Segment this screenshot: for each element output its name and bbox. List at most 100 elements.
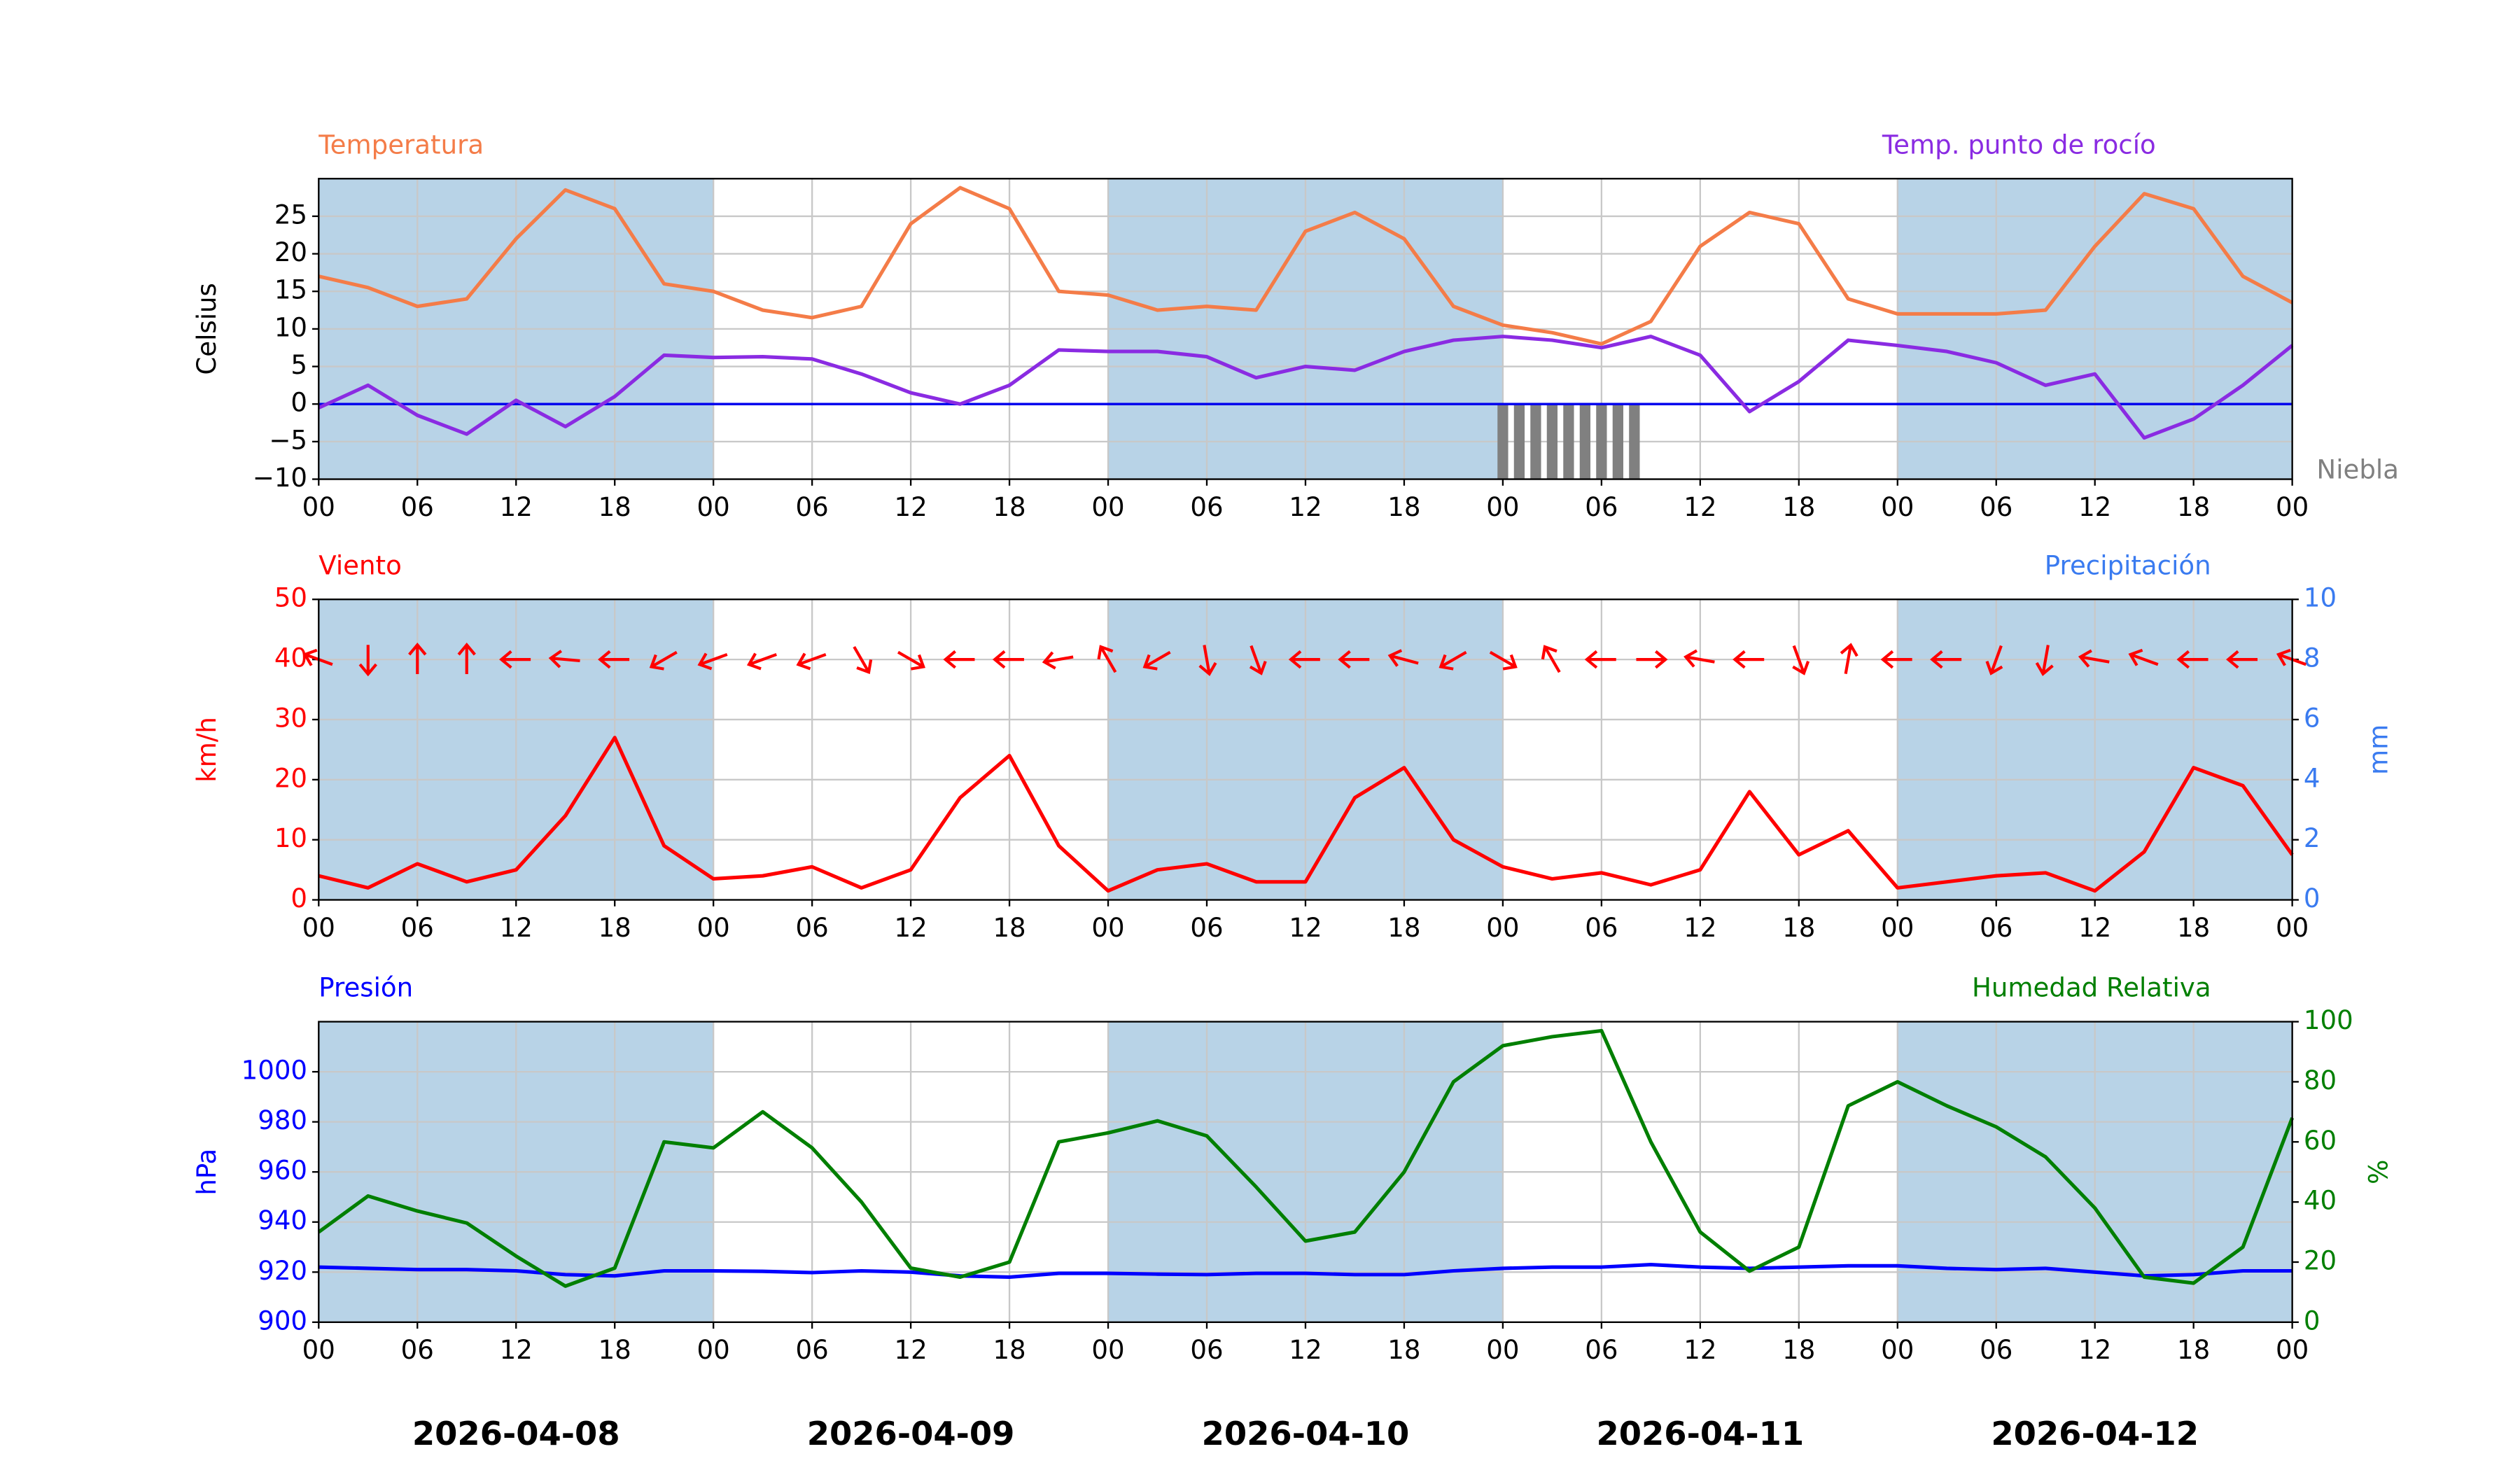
y2-tick-label: 2	[2304, 823, 2320, 853]
x-tick-label: 00	[1486, 492, 1519, 522]
x-tick-label: 00	[1486, 913, 1519, 943]
y-axis-label: km/h	[192, 717, 222, 783]
x-tick-label: 18	[1782, 492, 1815, 522]
y-tick-label: 20	[274, 237, 307, 267]
wind-arrow	[649, 650, 678, 671]
wind-arrow	[2128, 648, 2159, 666]
day-label: 2026-04-12	[1991, 1415, 2199, 1452]
wind-arrow	[1142, 650, 1171, 671]
x-tick-label: 00	[1091, 492, 1124, 522]
x-tick-label: 18	[598, 1335, 631, 1365]
day-label: 2026-04-08	[412, 1415, 620, 1452]
series-line	[318, 1263, 2292, 1279]
y-tick-label: −10	[253, 463, 307, 493]
wind-arrow	[408, 642, 427, 674]
wind-arrow	[746, 652, 777, 671]
x-tick-label: 18	[2177, 913, 2210, 943]
x-tick-label: 12	[1684, 1335, 1716, 1365]
x-tick-label: 12	[1289, 1335, 1322, 1365]
x-tick-label: 00	[1881, 1335, 1914, 1365]
x-tick-label: 06	[401, 913, 434, 943]
x-tick-label: 00	[697, 913, 730, 943]
y2-tick-label: 0	[2304, 1306, 2320, 1336]
fog-bar	[1563, 404, 1574, 479]
fog-bar	[1513, 404, 1525, 479]
fog-bar	[1629, 404, 1640, 479]
x-tick-label: 12	[2078, 913, 2111, 943]
panel-title: Viento	[318, 550, 402, 580]
fog-bar	[1497, 404, 1508, 479]
wind-arrow	[897, 650, 926, 671]
plot-frame	[318, 598, 2293, 901]
y-tick-label: 960	[258, 1156, 307, 1186]
y-tick-label: −5	[269, 425, 307, 455]
y-tick-label: 30	[274, 703, 307, 733]
y-tick-label: 40	[274, 643, 307, 673]
x-tick-label: 00	[697, 1335, 730, 1365]
x-tick-label: 06	[401, 1335, 434, 1365]
y2-tick-label: 0	[2304, 883, 2320, 913]
x-tick-label: 18	[1387, 913, 1420, 943]
plot-frame	[318, 178, 2293, 480]
x-tick-label: 18	[993, 1335, 1026, 1365]
wind-arrow	[1541, 645, 1561, 673]
x-tick-label: 06	[1190, 1335, 1223, 1365]
x-tick-label: 00	[1881, 492, 1914, 522]
wind-arrow	[1288, 650, 1320, 669]
y-tick-label: 920	[258, 1256, 307, 1286]
x-tick-label: 12	[894, 913, 927, 943]
x-tick-label: 06	[796, 913, 829, 943]
day-label: 2026-04-10	[1202, 1415, 1410, 1452]
day-label: 2026-04-11	[1596, 1415, 1804, 1452]
y2-tick-label: 8	[2304, 643, 2320, 673]
x-tick-label: 12	[894, 492, 927, 522]
wind-arrow	[2035, 645, 2054, 676]
y-tick-label: 10	[274, 312, 307, 342]
x-tick-label: 00	[2276, 492, 2309, 522]
wind-arrow	[796, 652, 827, 671]
x-tick-label: 12	[1684, 492, 1716, 522]
x-tick-label: 00	[2276, 913, 2309, 943]
x-tick-label: 18	[2177, 1335, 2210, 1365]
x-tick-label: 00	[2276, 1335, 2309, 1365]
wind-arrow	[1097, 645, 1117, 673]
wind-arrow	[1387, 649, 1419, 667]
wind-arrow	[1489, 650, 1518, 671]
wind-arrow	[1198, 645, 1217, 676]
wind-arrow	[1249, 645, 1267, 676]
wind-arrow	[1732, 650, 1765, 669]
x-tick-label: 18	[993, 913, 1026, 943]
x-tick-label: 18	[1387, 492, 1420, 522]
x-tick-label: 12	[894, 1335, 927, 1365]
x-tick-label: 06	[1585, 913, 1618, 943]
wind-arrow	[457, 642, 476, 674]
x-tick-label: 06	[401, 492, 434, 522]
x-tick-label: 06	[1585, 1335, 1618, 1365]
wind-arrow	[2078, 649, 2110, 668]
y-tick-label: 1000	[241, 1056, 307, 1086]
wind-arrow	[1584, 650, 1616, 669]
x-tick-label: 18	[2177, 492, 2210, 522]
wind-arrow	[1636, 650, 1668, 669]
x-tick-label: 00	[1881, 913, 1914, 943]
y2-tick-label: 6	[2304, 703, 2320, 733]
x-tick-label: 12	[500, 492, 533, 522]
y2-tick-label: 20	[2304, 1245, 2337, 1275]
y2-axis-label: %	[2363, 1160, 2393, 1184]
y-axis-label: hPa	[192, 1149, 222, 1196]
y-tick-label: 15	[274, 275, 307, 305]
wind-arrow	[853, 645, 873, 675]
x-tick-label: 12	[1289, 913, 1322, 943]
panel-title: Presión	[318, 973, 413, 1003]
x-tick-label: 12	[500, 1335, 533, 1365]
y-tick-label: 0	[290, 388, 307, 418]
x-tick-label: 06	[1190, 913, 1223, 943]
series-line	[318, 186, 2293, 346]
y-tick-label: 980	[258, 1105, 307, 1135]
x-tick-label: 00	[697, 492, 730, 522]
wind-arrow	[499, 650, 531, 669]
wind-arrow	[1792, 645, 1810, 676]
series-line	[318, 335, 2294, 440]
plot-frame	[318, 1021, 2293, 1323]
